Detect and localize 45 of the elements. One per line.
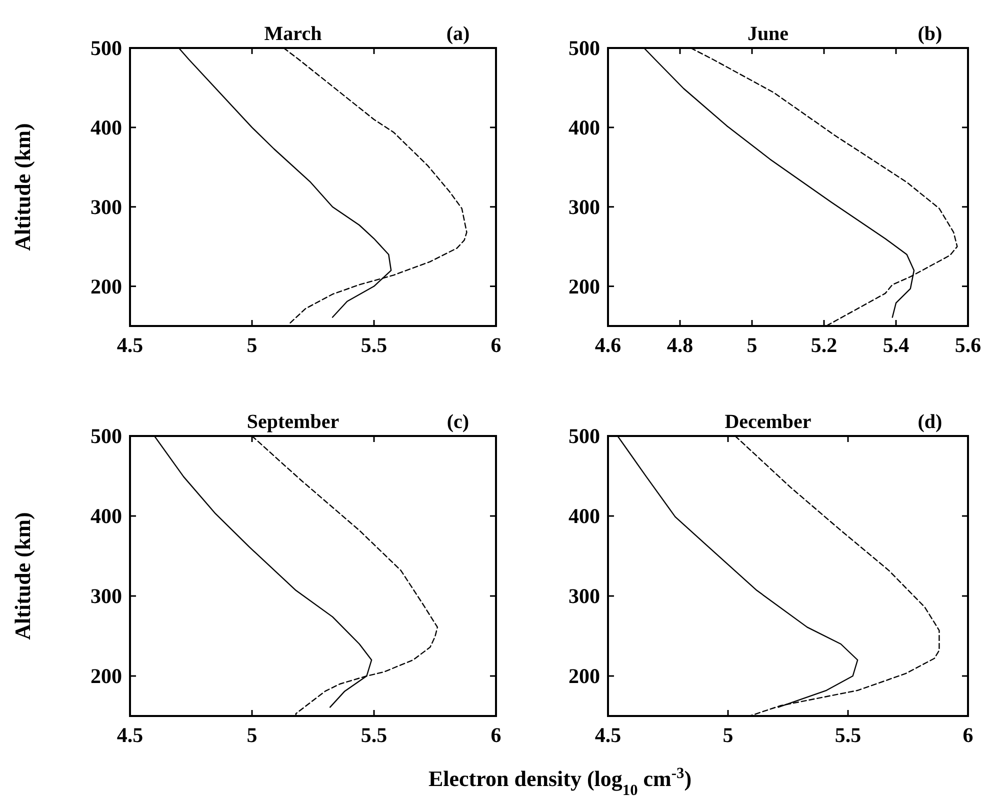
y-tick-label: 400 — [90, 115, 122, 140]
x-tick-label: 5.4 — [882, 333, 910, 357]
x-tick-label: 5.5 — [360, 333, 388, 357]
y-tick-label: 400 — [90, 504, 122, 528]
x-tick-label: 4.5 — [116, 333, 144, 357]
y-axis-title: Altitude (km) — [10, 123, 35, 251]
x-tick-label: 5 — [722, 723, 734, 747]
x-tick-label: 5.2 — [810, 333, 838, 357]
y-tick-label: 300 — [568, 584, 600, 608]
y-tick-label: 500 — [90, 36, 122, 60]
y-axis-title: Altitude (km) — [10, 512, 35, 640]
chart-title: December — [724, 411, 812, 433]
chart-title: March — [264, 23, 322, 45]
x-tick-label: 5.5 — [834, 723, 862, 747]
text: (d) — [918, 411, 942, 433]
x-tick-label: 4.5 — [594, 723, 622, 747]
y-tick-label: 400 — [568, 115, 600, 140]
y-tick-label: 200 — [90, 274, 122, 298]
y-tick-label: 300 — [90, 194, 122, 219]
x-tick-label: 4.6 — [594, 333, 622, 357]
text: (c) — [446, 411, 470, 433]
y-tick-label: 500 — [568, 36, 600, 60]
y-tick-label: 300 — [568, 194, 600, 219]
x-tick-label: 5 — [246, 333, 258, 357]
x-tick-label: 6 — [490, 333, 502, 357]
x-tick-label: 6 — [962, 723, 974, 747]
chart-title: September — [246, 411, 340, 433]
x-tick-label: 5 — [746, 333, 758, 357]
text: (a) — [446, 23, 470, 45]
chart-title: June — [747, 23, 789, 45]
y-tick-label: 400 — [568, 504, 600, 528]
x-axis-title: Electron density (log$_{10}$ cm$^{-3}$) — [428, 764, 692, 798]
y-tick-label: 200 — [568, 274, 600, 298]
x-tick-label: 5 — [246, 723, 258, 747]
x-tick-label: 5.6 — [954, 333, 982, 357]
x-tick-label: 6 — [490, 723, 502, 747]
x-tick-label: 4.5 — [116, 723, 144, 747]
x-tick-label: 4.8 — [666, 333, 694, 357]
text: (b) — [918, 23, 942, 45]
y-tick-label: 300 — [90, 584, 122, 608]
y-tick-label: 200 — [568, 664, 600, 688]
x-tick-label: 5.5 — [360, 723, 388, 747]
y-tick-label: 200 — [90, 664, 122, 688]
y-tick-label: 500 — [90, 424, 122, 448]
y-tick-label: 500 — [568, 424, 600, 448]
